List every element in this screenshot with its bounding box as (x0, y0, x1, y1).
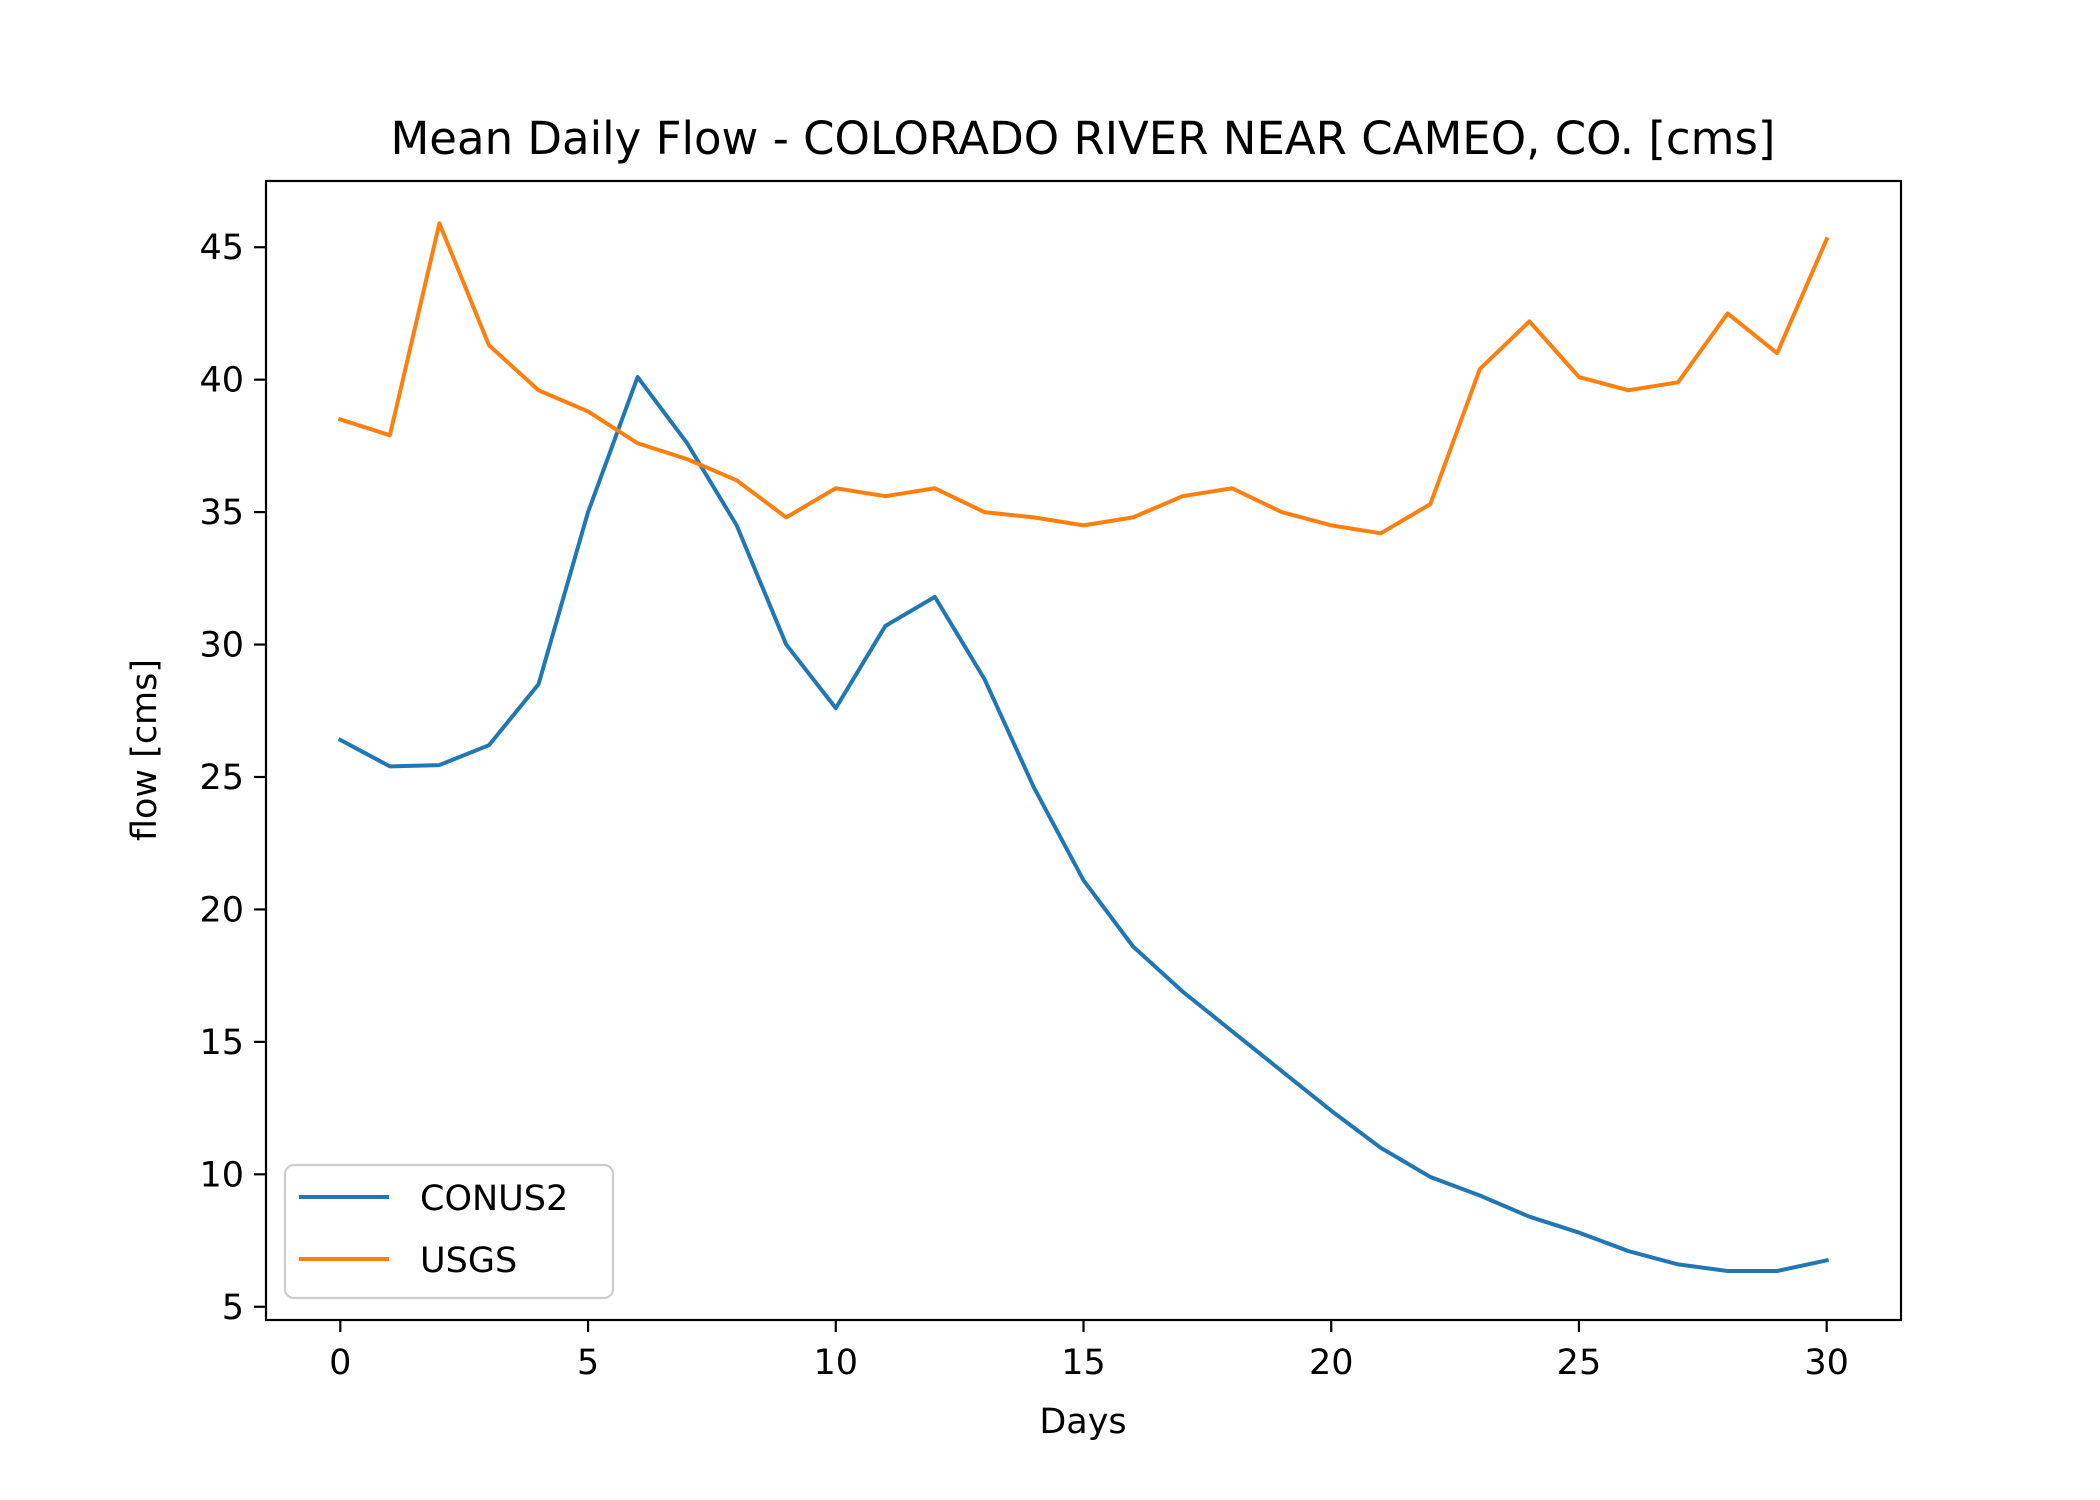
x-tick-label: 15 (1061, 1343, 1106, 1383)
x-tick-label: 25 (1557, 1343, 1602, 1383)
x-axis-label: Days (1039, 1402, 1126, 1442)
y-tick-label: 35 (199, 493, 244, 533)
y-tick-label: 30 (199, 626, 244, 666)
y-axis: 5 10 15 20 25 30 35 40 45 (199, 228, 266, 1328)
x-tick-label: 0 (329, 1343, 351, 1383)
y-tick-label: 40 (199, 361, 244, 401)
y-tick-label: 45 (199, 228, 244, 268)
x-axis: 0 5 10 15 20 25 30 (329, 1320, 1849, 1383)
series-layer (337, 221, 1830, 1273)
plot-background (266, 181, 1901, 1320)
y-tick-label: 5 (222, 1288, 244, 1328)
series-line-conus2 (337, 375, 1830, 1273)
y-tick-label: 15 (199, 1023, 244, 1063)
x-tick-label: 5 (577, 1343, 599, 1383)
legend-label-conus2: CONUS2 (420, 1179, 568, 1219)
y-tick-label: 10 (199, 1155, 244, 1195)
x-tick-label: 30 (1804, 1343, 1849, 1383)
plot-area (264, 179, 1903, 1322)
legend: CONUS2 USGS (283, 1163, 615, 1300)
y-tick-label: 20 (199, 890, 244, 930)
series-line-usgs (337, 221, 1830, 536)
chart-title: Mean Daily Flow - COLORADO RIVER NEAR CA… (390, 112, 1775, 165)
legend-label-usgs: USGS (420, 1241, 517, 1281)
y-axis-label: flow [cms] (125, 659, 165, 841)
x-tick-label: 10 (813, 1343, 858, 1383)
y-tick-label: 25 (199, 758, 244, 798)
x-tick-label: 20 (1309, 1343, 1354, 1383)
